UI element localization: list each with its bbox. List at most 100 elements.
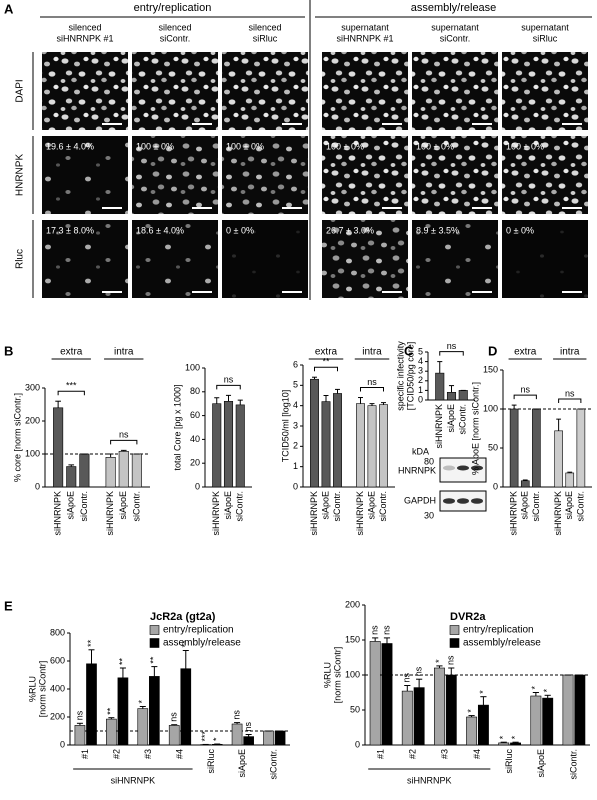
bar <box>367 405 377 488</box>
cell-label: 100 ± 0% <box>226 141 264 151</box>
significance-label: * <box>137 700 147 704</box>
bar <box>137 708 149 746</box>
y-tick-label: 4 <box>418 356 423 366</box>
micrograph <box>502 220 588 298</box>
y-tick-label: 100 <box>185 362 200 372</box>
y-axis-label: [TCID50/pg core] <box>405 342 415 411</box>
micrograph <box>502 52 588 130</box>
x-tick-label: siApoE <box>320 491 330 520</box>
blot-band <box>443 498 455 504</box>
y-tick-label: 1 <box>418 385 423 395</box>
column-header: supernatant <box>521 22 569 32</box>
micrograph <box>222 136 308 214</box>
bar <box>565 472 575 488</box>
y-tick-label: 2 <box>293 441 298 451</box>
series-label: intra <box>560 347 580 358</box>
x-tick-label: siApoE <box>223 491 233 520</box>
cell-label: 18.6 ± 4.0% <box>136 225 184 235</box>
significance-label: *** <box>66 381 77 391</box>
bar <box>79 453 90 488</box>
bar <box>231 723 243 746</box>
cell-label: 0 ± 0% <box>506 225 534 235</box>
y-tick-label: 2 <box>418 375 423 385</box>
micrograph <box>222 220 308 298</box>
cell-label: 26.7 ± 3.0% <box>326 225 374 235</box>
bar <box>458 390 468 401</box>
x-tick-label: siApoE <box>366 491 376 520</box>
significance-label: ns <box>224 375 234 385</box>
y-tick-label: 50 <box>488 442 498 452</box>
legend-swatch <box>449 638 460 648</box>
significance-label: * <box>510 735 520 739</box>
y-axis-label: [norm siContr] <box>332 647 342 704</box>
series-label: extra <box>60 347 83 358</box>
bar <box>310 378 319 488</box>
column-header: supernatant <box>431 22 479 32</box>
x-tick-label: siContr. <box>568 749 578 780</box>
significance-label: * <box>542 688 552 692</box>
x-tick-label: siContr. <box>269 749 279 780</box>
cell-label: 100 ± 0% <box>506 141 544 151</box>
bar <box>356 403 365 488</box>
x-tick-label: siContr. <box>378 491 388 522</box>
bar <box>131 453 142 488</box>
y-tick-label: 100 <box>345 669 360 679</box>
significance-label: * <box>498 735 508 739</box>
y-axis-label: specific infectivity <box>395 341 405 411</box>
y-tick-label: 0 <box>35 481 40 491</box>
legend-swatch <box>449 625 460 635</box>
y-axis-label: TCID50/ml [log10] <box>280 390 290 463</box>
micrograph <box>132 220 218 298</box>
bar <box>263 730 274 746</box>
bar <box>117 677 129 746</box>
series-label: extra <box>514 347 537 358</box>
significance-label: ns <box>414 666 424 676</box>
x-tick-label: siContr. <box>575 491 585 522</box>
y-tick-label: 200 <box>50 711 65 721</box>
column-header: siContr. <box>160 33 191 43</box>
micrograph <box>412 52 498 130</box>
significance-label: ** <box>149 656 159 664</box>
significance-label: ns <box>565 388 575 398</box>
significance-label: *** <box>200 730 210 741</box>
y-tick-label: 100 <box>483 403 498 413</box>
x-tick-label: siApoE <box>66 491 76 520</box>
bar <box>149 676 160 746</box>
chart-title: DVR2a <box>450 611 486 623</box>
significance-bracket <box>513 394 537 400</box>
bar <box>105 456 116 488</box>
significance-label: * <box>212 737 222 741</box>
y-tick-label: 150 <box>483 364 498 374</box>
column-header: silenced <box>68 22 101 32</box>
cell-label: 100 ± 0% <box>326 141 364 151</box>
panel-label: D <box>488 343 497 358</box>
significance-bracket <box>360 387 384 392</box>
x-tick-label: #4 <box>472 749 482 759</box>
column-header: supernatant <box>341 22 389 32</box>
x-tick-label: siApoE <box>446 404 456 433</box>
bar <box>520 480 530 488</box>
y-tick-label: 400 <box>50 683 65 693</box>
micrograph <box>322 136 408 214</box>
bar <box>433 667 445 746</box>
column-header: siRluc <box>533 33 558 43</box>
x-tick-label: siContr. <box>458 404 468 435</box>
series-label: intra <box>114 347 134 358</box>
significance-label: ns <box>370 625 380 635</box>
x-tick-label: siApoE <box>564 491 574 520</box>
y-tick-label: 80 <box>190 386 200 396</box>
row-label: DAPI <box>15 79 26 102</box>
x-tick-label: #4 <box>174 749 184 759</box>
x-tick-label: siContr. <box>332 491 342 522</box>
legend-swatch <box>149 625 160 635</box>
bar <box>466 716 478 746</box>
x-tick-label: siHNRNPK <box>53 491 63 536</box>
y-tick-label: 20 <box>190 458 200 468</box>
x-tick-label: siContr. <box>235 491 245 522</box>
significance-label: ns <box>446 655 456 665</box>
cell-label: 100 ± 0% <box>136 141 174 151</box>
significance-label: ns <box>381 625 391 635</box>
x-tick-label: siHNRNPK <box>309 491 319 536</box>
bar <box>168 725 180 746</box>
bar <box>477 704 489 746</box>
